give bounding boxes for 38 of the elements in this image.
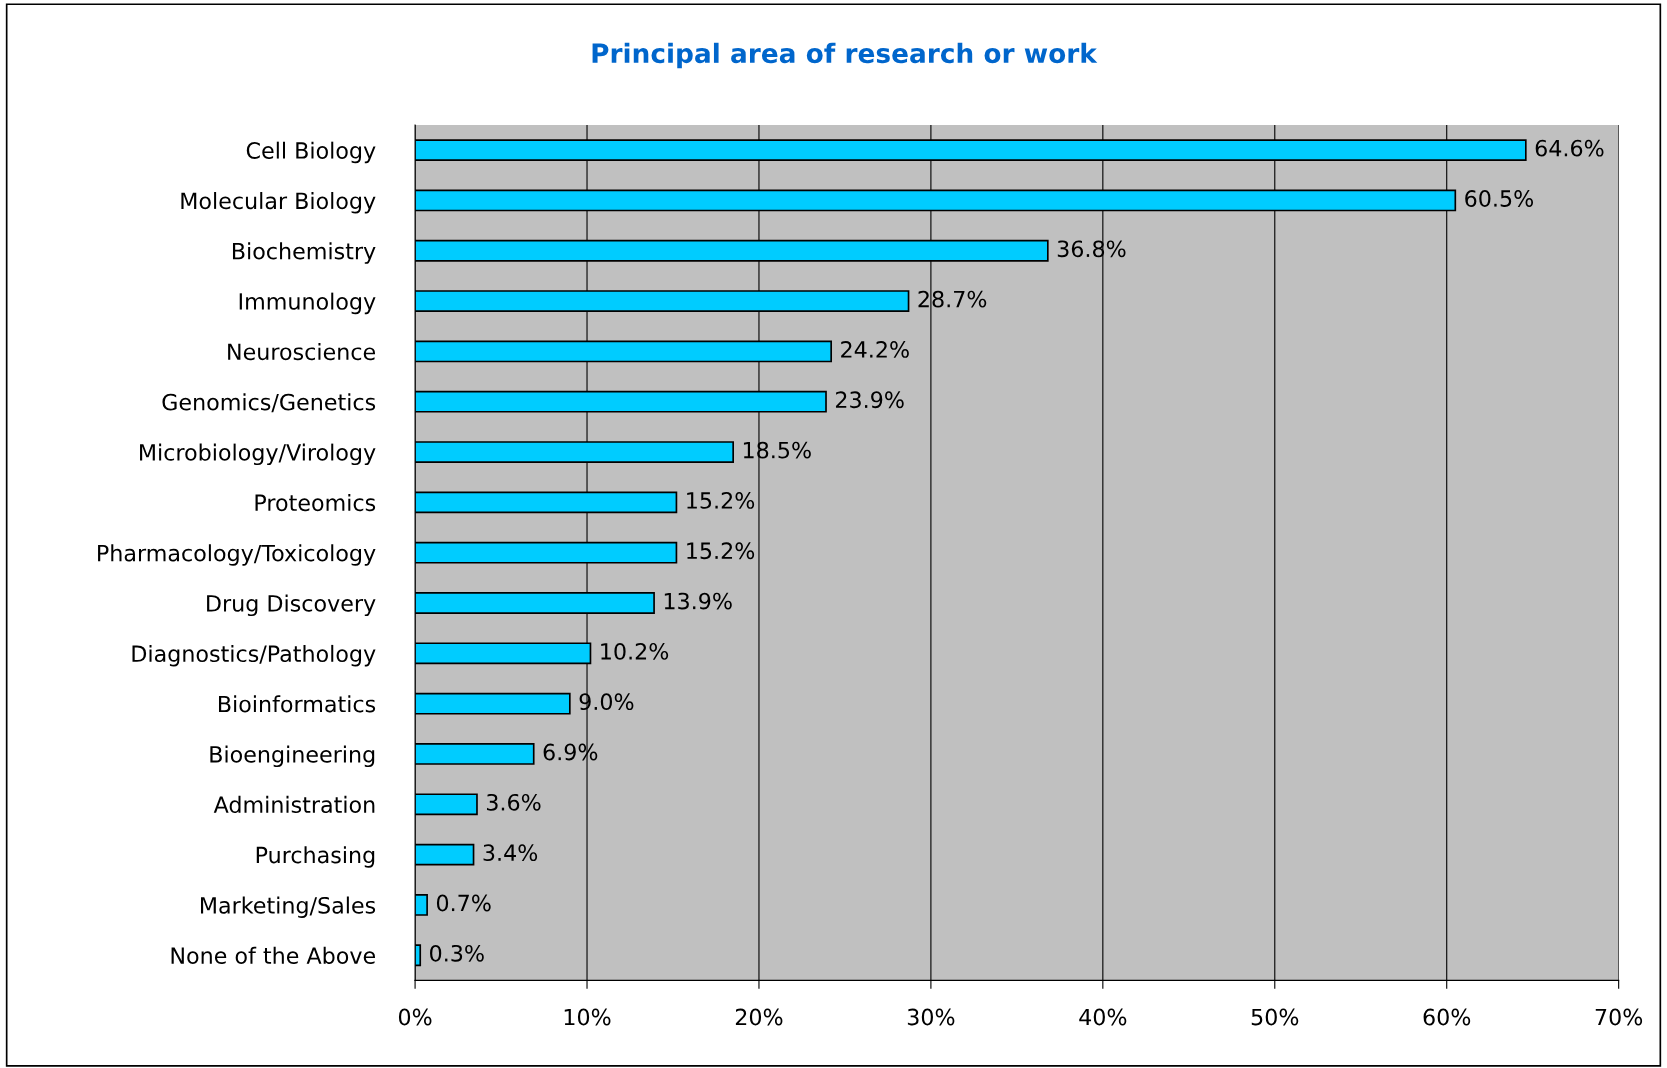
x-tick-label: 50% <box>1251 1008 1299 1026</box>
data-label: 23.9% <box>835 391 904 409</box>
y-tick-label: Drug Discovery <box>207 594 376 617</box>
y-tick-label: Neuroscience <box>228 342 376 361</box>
y-tick-label: Diagnostics/Pathology <box>132 644 376 667</box>
y-tick-label: Microbiology/Virology <box>140 443 376 466</box>
data-label: 60.5% <box>1465 190 1534 207</box>
y-tick-label: Bioengineering <box>210 745 375 768</box>
data-label: 64.6% <box>1535 139 1604 157</box>
chart-title: Principal area of research or work <box>592 42 1098 69</box>
y-tick-label: Marketing/Sales <box>201 896 376 919</box>
x-tick-label: 20% <box>735 1008 783 1026</box>
x-tick-label: 10% <box>564 1008 611 1026</box>
y-tick-label: None of the Above <box>171 946 376 965</box>
y-tick-label: Molecular Biology <box>181 192 376 214</box>
y-tick-label: Biochemistry <box>232 242 376 264</box>
data-label: 10.2% <box>601 642 669 660</box>
y-tick-label: Purchasing <box>256 846 375 868</box>
data-label: 3.4% <box>483 844 538 862</box>
data-label: 13.9% <box>664 592 732 610</box>
y-tick-label: Immunology <box>239 292 376 315</box>
x-tick-label: 0% <box>398 1008 432 1026</box>
y-tick-label: Proteomics <box>255 493 376 512</box>
y-tick-label: Administration <box>213 795 375 814</box>
y-tick-label: Pharmacology/Toxicology <box>98 544 376 566</box>
data-label: 0.7% <box>436 894 491 912</box>
data-label: 3.6% <box>487 793 541 811</box>
data-label: 15.2% <box>687 492 755 509</box>
y-tick-label: Genomics/Genetics <box>162 393 376 413</box>
x-tick-label: 40% <box>1079 1008 1127 1026</box>
data-label: 0.3% <box>430 944 484 962</box>
x-tick-label: 30% <box>907 1008 955 1026</box>
y-tick-label: Bioinformatics <box>218 695 376 713</box>
x-tick-label: 60% <box>1423 1008 1471 1026</box>
x-tick-label: 70% <box>1595 1008 1643 1026</box>
y-tick-label: Cell Biology <box>246 141 376 164</box>
data-label: 24.2% <box>841 341 909 358</box>
data-label: 15.2% <box>687 542 755 560</box>
